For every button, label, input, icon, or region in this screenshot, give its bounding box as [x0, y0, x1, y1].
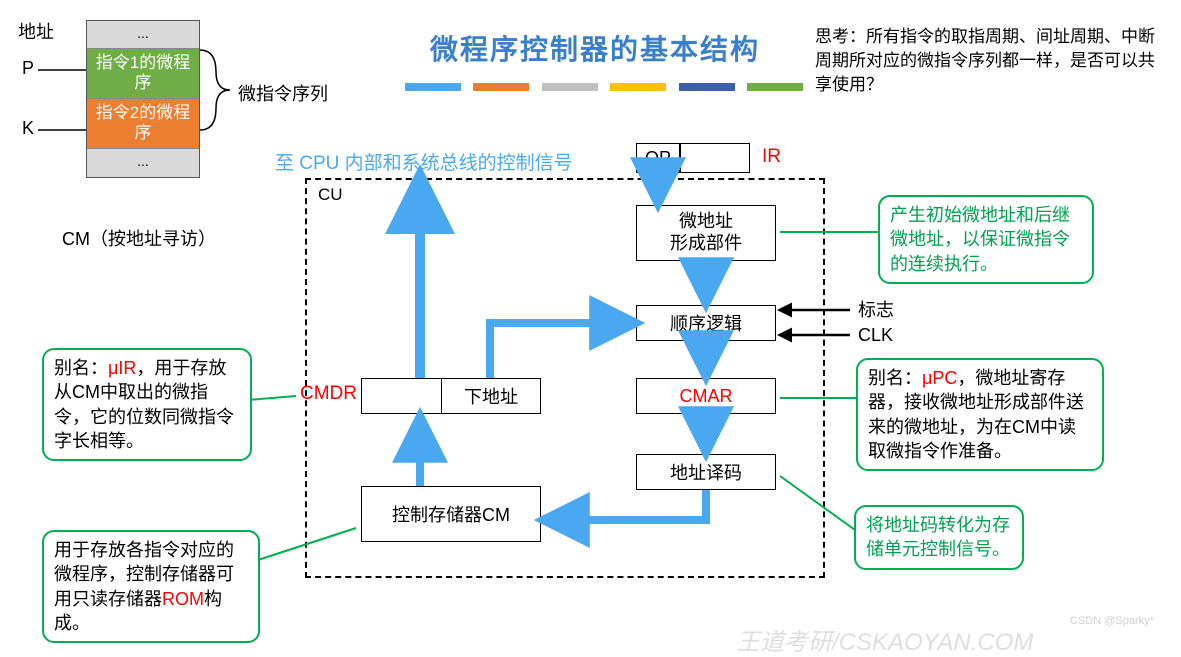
bubble-cm: 用于存放各指令对应的微程序，控制存储器可用只读存储器ROM构成。	[42, 530, 260, 643]
cm-caption: CM（按地址寻访）	[62, 225, 216, 251]
op-box: OP	[636, 143, 680, 173]
k-label: K	[22, 118, 34, 139]
cm-table: ... 指令1的微程序 指令2的微程序 ...	[86, 20, 200, 178]
seq-logic-box: 顺序逻辑	[636, 305, 776, 341]
cm-row-1: 指令1的微程序	[87, 49, 199, 99]
cm-row-dots2: ...	[87, 149, 199, 177]
cmdr-label: CMDR	[300, 383, 357, 405]
stripe	[405, 83, 461, 91]
signal-label: 至 CPU 内部和系统总线的控制信号	[275, 148, 573, 175]
csdn-credit: CSDN @Sparky*	[1070, 615, 1154, 627]
cm-row-2: 指令2的微程序	[87, 99, 199, 149]
flag-label: 标志	[858, 296, 894, 322]
page-title: 微程序控制器的基本结构	[395, 28, 795, 68]
cmdr-seg1	[361, 378, 441, 414]
note-text: 思考：所有指令的取指周期、间址周期、中断周期所对应的微指令序列都一样，是否可以共…	[815, 25, 1170, 96]
stripe	[679, 83, 735, 91]
cu-label: CU	[318, 185, 343, 205]
seq-label: 微指令序列	[238, 80, 328, 106]
cm-row-dots: ...	[87, 21, 199, 49]
stripe	[473, 83, 529, 91]
ir-body	[680, 143, 750, 173]
cmar-box: CMAR	[636, 378, 776, 414]
micro-addr-form-box: 微地址 形成部件	[636, 205, 776, 261]
bubble-uir: 别名：μIR，用于存放从CM中取出的微指令，它的位数同微指令字长相等。	[42, 348, 252, 461]
control-memory-box: 控制存储器CM	[361, 486, 541, 542]
ir-label: IR	[762, 146, 781, 168]
bubble-upc: 别名：μPC，微地址寄存器，接收微地址形成部件送来的微地址，为在CM中读取微指令…	[856, 358, 1104, 471]
cmdr-next-addr: 下地址	[441, 378, 541, 414]
stripe	[542, 83, 598, 91]
addr-decode-box: 地址译码	[636, 454, 776, 490]
cmdr-row: 下地址	[361, 378, 541, 414]
stripe	[610, 83, 666, 91]
bubble-decode: 将地址码转化为存储单元控制信号。	[854, 505, 1024, 570]
stripe	[747, 83, 803, 91]
addr-label: 地址	[18, 18, 54, 44]
clk-label: CLK	[858, 325, 893, 346]
p-label: P	[22, 58, 34, 79]
title-stripes	[405, 78, 811, 96]
bubble-form: 产生初始微地址和后继微地址，以保证微指令的连续执行。	[878, 195, 1094, 284]
